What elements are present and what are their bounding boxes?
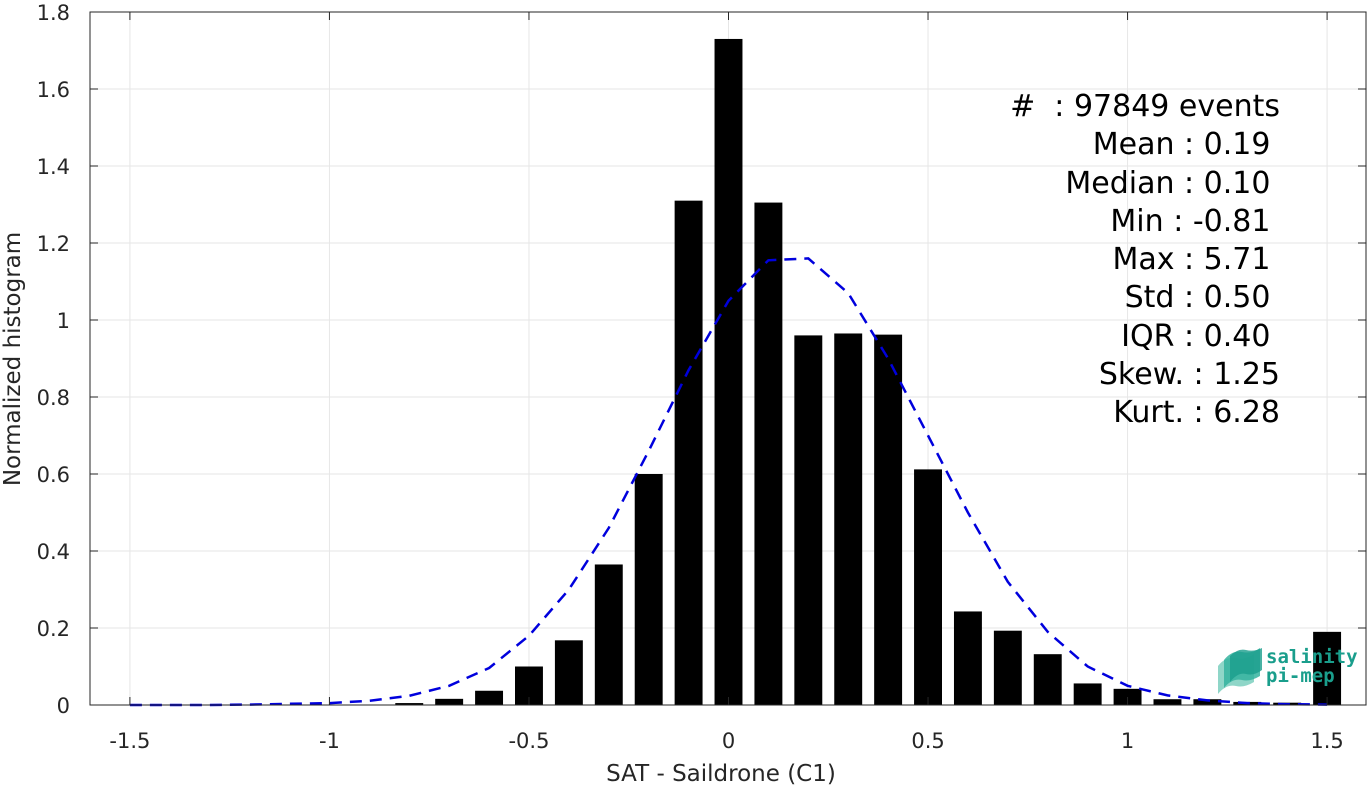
histogram-bar-10 (794, 335, 823, 705)
stat-mean: Mean : 0.19 (1092, 127, 1280, 163)
y-tick-label-1: 0.2 (37, 617, 70, 641)
stat-kurt: Kurt. : 6.28 (1113, 395, 1280, 431)
y-tick-label-5: 1 (57, 309, 70, 333)
histogram-bar-14 (953, 611, 982, 705)
histogram-bar-6 (634, 474, 663, 705)
histogram-bar-13 (914, 469, 942, 705)
x-tick-label-3: 0 (722, 729, 735, 753)
histogram-bar-19 (1153, 699, 1182, 705)
x-tick-label-5: 1 (1121, 729, 1134, 753)
axes-box (89, 11, 1367, 706)
y-tick-label-6: 1.2 (37, 232, 70, 256)
logo-wave-icon (1218, 648, 1262, 694)
x-tick-label-2: -0.5 (508, 729, 549, 753)
y-tick-labels: 0 0.2 0.4 0.6 0.8 1 1.2 1.4 1.6 1.8 (37, 1, 70, 718)
stat-skew: Skew. : 1.25 (1098, 357, 1280, 393)
y-tick-label-0: 0 (57, 694, 70, 718)
stat-max: Max : 5.71 (1112, 242, 1280, 278)
histogram-bar-11 (834, 333, 863, 705)
stat-median: Median : 0.10 (1065, 165, 1280, 201)
y-tick-label-2: 0.4 (37, 540, 70, 564)
stat-std: Std : 0.50 (1124, 280, 1280, 316)
logo-line-2: pi-mep (1266, 665, 1335, 687)
statistics-annotation: # : 97849 events Mean : 0.19 Median : 0.… (940, 88, 1280, 433)
logo-text: salinity pi-mep (1266, 648, 1358, 686)
histogram-bar-9 (754, 202, 783, 705)
stat-iqr: IQR : 0.40 (1121, 318, 1280, 354)
x-tick-label-1: -1 (319, 729, 340, 753)
histogram-bar-12 (874, 334, 903, 705)
y-tick-label-4: 0.8 (37, 386, 70, 410)
x-tick-label-0: -1.5 (109, 729, 150, 753)
histogram-bar-23 (1313, 631, 1342, 705)
y-tick-label-8: 1.6 (37, 78, 70, 102)
x-tick-label-4: 0.5 (911, 729, 944, 753)
y-tick-label-9: 1.8 (37, 1, 70, 25)
x-axis-label: SAT - Saildrone (C1) (606, 761, 836, 785)
logo-line-1: salinity (1266, 646, 1358, 668)
histogram-bar-5 (594, 564, 623, 705)
stat-min: Min : -0.81 (1110, 203, 1280, 239)
histogram-bar-18 (1113, 688, 1142, 705)
x-tick-label-6: 1.5 (1310, 729, 1343, 753)
histogram-bars (395, 38, 1342, 705)
salinity-pimep-logo: salinity pi-mep (1216, 646, 1358, 696)
histogram-bar-17 (1073, 683, 1102, 705)
gaussian-fit-line (129, 257, 1328, 707)
histogram-bar-16 (1033, 654, 1062, 705)
histogram-bar-2 (475, 690, 504, 705)
histogram-bar-8 (714, 38, 743, 705)
y-tick-label-7: 1.4 (37, 155, 70, 179)
histogram-bar-20 (1193, 699, 1222, 705)
histogram-bar-15 (993, 630, 1022, 705)
stat-events: # : 97849 events (1010, 89, 1280, 124)
x-tick-labels: -1.5 -1 -0.5 0 0.5 1 1.5 (109, 729, 1343, 753)
histogram-bar-0 (395, 703, 424, 705)
y-axis-label: Normalized histogram (0, 232, 26, 486)
y-tick-label-3: 0.6 (37, 463, 70, 487)
histogram-bar-7 (674, 200, 703, 705)
fit-curve (129, 257, 1328, 707)
histogram-bar-1 (435, 698, 464, 705)
histogram-bar-4 (554, 640, 583, 705)
